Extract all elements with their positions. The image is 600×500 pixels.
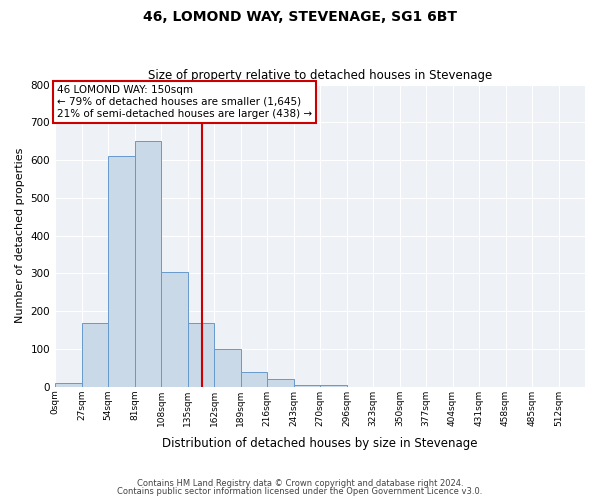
Text: Contains HM Land Registry data © Crown copyright and database right 2024.: Contains HM Land Registry data © Crown c…: [137, 478, 463, 488]
Bar: [134, 141, 161, 386]
Bar: [55, 383, 82, 386]
X-axis label: Distribution of detached houses by size in Stevenage: Distribution of detached houses by size …: [162, 437, 478, 450]
Bar: [320, 385, 347, 386]
Bar: [108, 156, 134, 386]
Text: Contains public sector information licensed under the Open Government Licence v3: Contains public sector information licen…: [118, 487, 482, 496]
Title: Size of property relative to detached houses in Stevenage: Size of property relative to detached ho…: [148, 69, 492, 82]
Bar: [188, 322, 214, 386]
Bar: [161, 272, 188, 386]
Text: 46 LOMOND WAY: 150sqm
← 79% of detached houses are smaller (1,645)
21% of semi-d: 46 LOMOND WAY: 150sqm ← 79% of detached …: [57, 86, 312, 118]
Bar: [293, 385, 320, 386]
Bar: [214, 349, 241, 387]
Text: 46, LOMOND WAY, STEVENAGE, SG1 6BT: 46, LOMOND WAY, STEVENAGE, SG1 6BT: [143, 10, 457, 24]
Bar: [267, 379, 293, 386]
Bar: [82, 322, 108, 386]
Y-axis label: Number of detached properties: Number of detached properties: [15, 148, 25, 324]
Bar: [241, 372, 267, 386]
